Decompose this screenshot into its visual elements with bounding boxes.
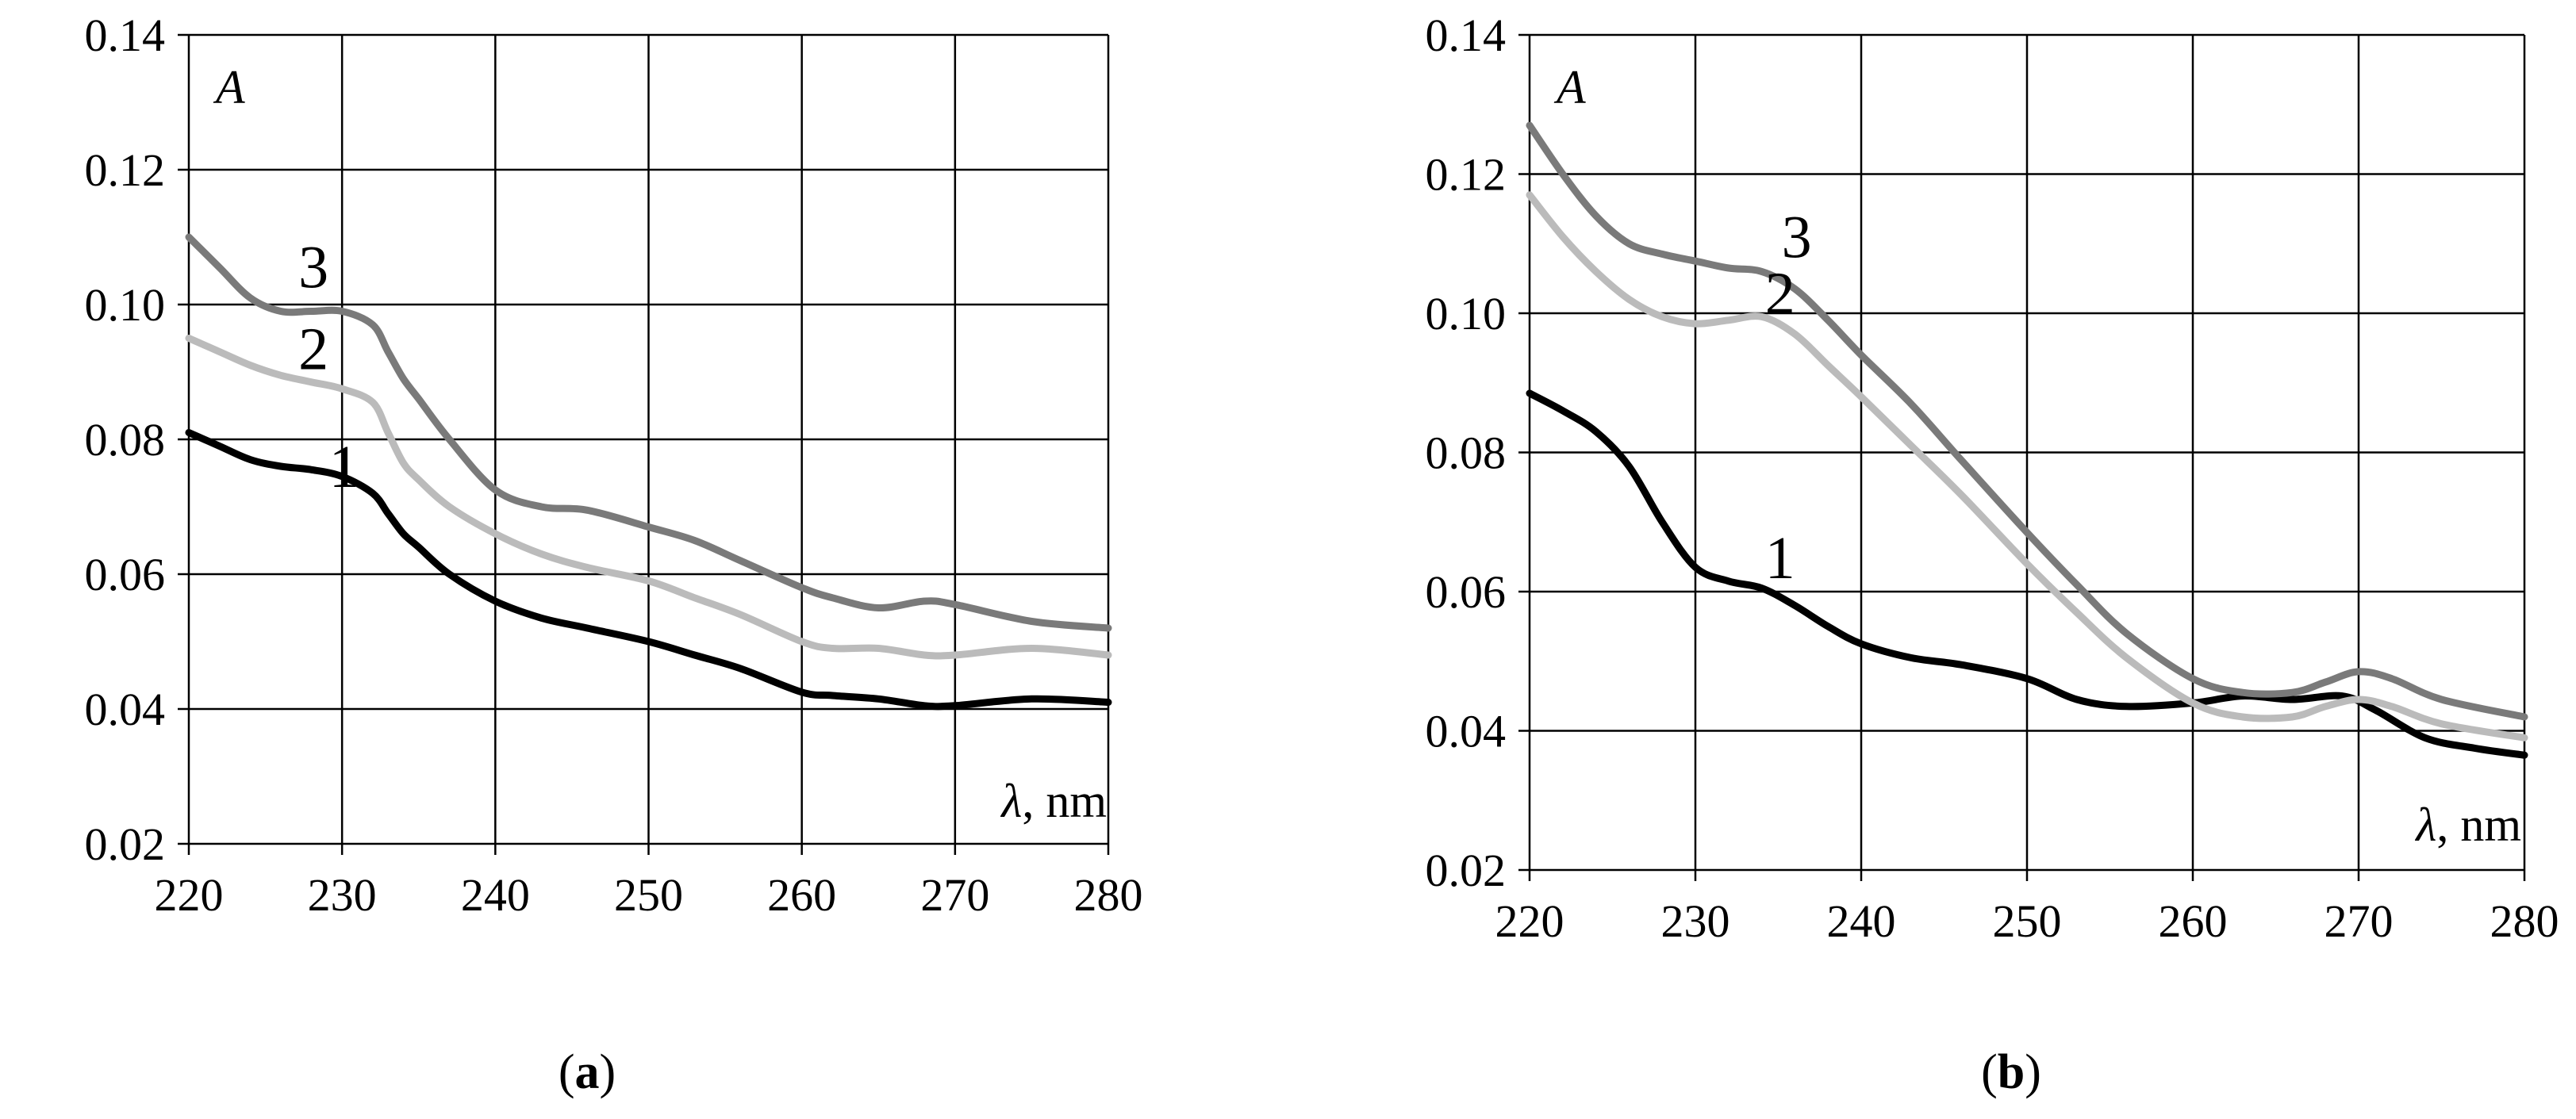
- curve-labels-b: 1 23: [1765, 204, 1812, 592]
- chart-panel-b: 220 230 240 250 260 270 280 0.020.040.060.080.…: [1426, 10, 2559, 1099]
- y-tick-labels-b: 0.02 0.04 0.06 0.08 0.10 0.12 0.14: [1426, 10, 1507, 896]
- x-tick-label-b-1: 230: [1661, 895, 1730, 947]
- y-tick-label-b-2: 0.06: [1426, 566, 1507, 618]
- y-tick-labels-a: 0.02 0.04 0.06 0.08 0.10 0.12 0.14: [85, 10, 166, 870]
- y-tick-label-a-6: 0.14: [85, 10, 166, 61]
- y-tick-label-b-5: 0.12: [1426, 149, 1507, 201]
- x-tick-label-a-1: 230: [308, 869, 377, 921]
- curve-label-b-1: 1: [1765, 525, 1795, 592]
- x-tick-label-a-5: 270: [920, 869, 989, 921]
- panel-caption-letter-a: a: [575, 1045, 600, 1099]
- y-tick-label-a-5: 0.12: [85, 144, 166, 196]
- panel-caption-a: (a): [559, 1045, 616, 1099]
- panel-caption-b: (b): [1981, 1045, 2041, 1099]
- x-tick-label-a-6: 280: [1074, 869, 1143, 921]
- y-axis-label-a: A: [213, 61, 245, 113]
- x-tick-label-b-5: 270: [2325, 895, 2394, 947]
- curve-label-b-3: 3: [1782, 204, 1812, 270]
- x-tick-labels-a: 220 230 240 250 260 270 280: [155, 869, 1143, 921]
- chart-panel-a: 220 230 240 250 260 270 280 0.020.040.060.080.…: [85, 10, 1143, 1099]
- x-tick-label-b-0: 220: [1495, 895, 1564, 947]
- x-tick-labels-b: 220 230 240 250 260 270 280: [1495, 895, 2559, 947]
- y-tick-label-a-2: 0.06: [85, 549, 166, 600]
- panel-caption-close-b: ): [2025, 1045, 2041, 1099]
- x-axis-label-b: λ, nm: [2414, 799, 2521, 851]
- grid-a: [178, 33, 1110, 855]
- x-axis-label-a: λ, nm: [1000, 775, 1107, 827]
- series-line-a-2: [185, 335, 1112, 660]
- panel-caption-open-a: (: [559, 1045, 575, 1099]
- y-tick-label-a-0: 0.02: [85, 818, 166, 870]
- y-tick-label-b-4: 0.10: [1426, 288, 1507, 339]
- y-axis-label-b: A: [1553, 61, 1586, 113]
- x-tick-label-b-6: 280: [2490, 895, 2559, 947]
- series-line-b-1: [1526, 389, 2528, 759]
- curve-labels-a: 12 3: [298, 235, 359, 501]
- x-tick-label-a-3: 250: [614, 869, 683, 921]
- series-group-a: [185, 233, 1112, 711]
- y-tick-label-a-1: 0.04: [85, 684, 166, 735]
- x-axis-label-unit-b: , nm: [2436, 799, 2521, 851]
- series-line-b-3: [1526, 121, 2528, 721]
- y-tick-label-b-0: 0.02: [1426, 845, 1507, 896]
- curve-label-a-1: 1: [329, 434, 359, 500]
- series-line-a-3: [185, 233, 1112, 632]
- y-tick-label-b-3: 0.08: [1426, 427, 1507, 479]
- curve-label-a-2: 2: [298, 316, 328, 382]
- grid-b: [1518, 33, 2526, 881]
- y-tick-label-a-4: 0.10: [85, 279, 166, 331]
- x-tick-label-b-2: 240: [1827, 895, 1896, 947]
- y-tick-label-a-3: 0.08: [85, 414, 166, 466]
- x-tick-label-a-0: 220: [155, 869, 224, 921]
- curve-label-b-2: 2: [1765, 261, 1795, 328]
- panel-caption-open-b: (: [1981, 1045, 1998, 1099]
- x-tick-label-b-3: 250: [1993, 895, 2062, 947]
- series-line-a-1: [185, 429, 1112, 711]
- x-axis-label-symbol-a: λ: [1000, 775, 1022, 827]
- y-tick-label-b-6: 0.14: [1426, 10, 1507, 61]
- panel-caption-letter-b: b: [1998, 1045, 2025, 1099]
- x-tick-label-a-4: 260: [767, 869, 836, 921]
- x-axis-label-symbol-b: λ: [2414, 799, 2436, 851]
- x-axis-label-unit-a: , nm: [1022, 775, 1107, 827]
- x-tick-label-b-4: 260: [2159, 895, 2228, 947]
- series-line-b-2: [1526, 191, 2528, 742]
- panel-caption-close-a: ): [600, 1045, 616, 1099]
- x-tick-label-a-2: 240: [461, 869, 530, 921]
- series-group-b: [1526, 121, 2528, 759]
- y-tick-label-b-1: 0.04: [1426, 706, 1507, 757]
- curve-label-a-3: 3: [298, 235, 328, 301]
